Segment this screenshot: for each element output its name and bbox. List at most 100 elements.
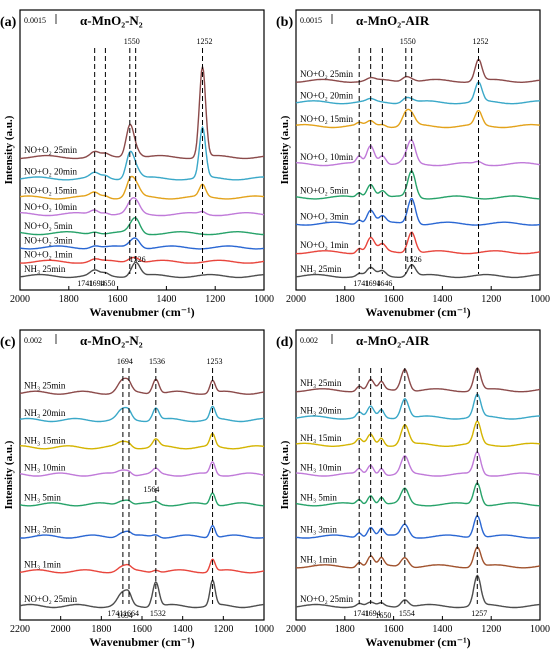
x-tick-label: 1600 <box>384 624 404 635</box>
series-label: NH₃ 3min <box>24 525 61 535</box>
panel-title: α-MnO₂-N₂ <box>80 333 143 348</box>
spectrum-line <box>19 492 265 507</box>
x-tick-label: 1800 <box>335 624 355 635</box>
spectrum-line <box>19 579 264 609</box>
spectrum-line <box>295 574 540 609</box>
spectrum-line <box>20 197 265 217</box>
series-label: NH₃ 5min <box>24 492 61 502</box>
series-label: NO+O₂ 15min <box>300 114 353 124</box>
scale-bar-label: 0.0015 <box>24 16 46 25</box>
x-tick-label: 1600 <box>132 624 152 635</box>
series-label: NO+O₂ 10min <box>24 202 77 212</box>
spectrum-line <box>296 546 541 569</box>
x-tick-label: 1600 <box>384 294 404 305</box>
x-tick-label: 1600 <box>108 294 128 305</box>
peak-annotation: 1564 <box>143 485 159 494</box>
peak-annotation: 1664 <box>123 609 139 618</box>
spectrum-line <box>19 405 264 423</box>
y-axis-label: Intensity (a.u.) <box>279 440 291 509</box>
series-label: NH₃ 15min <box>24 435 66 445</box>
spectrum-line <box>296 231 541 255</box>
series-label: NO+O₂ 20min <box>300 90 353 100</box>
panel-0: (a) α-MnO₂-N₂ 0.0015 2000 1800 1600 1400 1200 10… <box>0 9 274 319</box>
series-label: NH₃ 15min <box>300 433 342 443</box>
series-label: NH₃ 20min <box>24 408 66 418</box>
spectrum-line <box>19 558 265 574</box>
series-label: NH₃ 1min <box>24 559 61 569</box>
y-axis-label: Intensity (a.u.) <box>3 440 15 509</box>
spectrum-line <box>20 432 265 450</box>
plot-frame <box>19 9 265 291</box>
series-label: NO+O₂ 25min <box>24 594 77 604</box>
peak-annotation: 1694 <box>365 609 381 618</box>
peak-annotation: 1741 <box>353 279 369 288</box>
spectrum-line <box>296 138 541 167</box>
peak-annotation: 1650 <box>99 279 115 288</box>
x-tick-label: 2000 <box>286 624 306 635</box>
series-label: NO+O₂ 3min <box>300 212 349 222</box>
peak-annotation: 1252 <box>197 37 213 46</box>
spectrum-line <box>295 420 541 447</box>
panel-label: (c) <box>0 335 16 350</box>
peak-annotation: 1694 <box>117 357 133 366</box>
series-label: NO+O₂ 1min <box>24 250 73 260</box>
panel-1: (b) α-MnO₂-AIR 0.0015 2000 1800 1600 1400 1200 1… <box>276 9 550 319</box>
spectrum-line <box>20 66 265 160</box>
x-tick-label: 1200 <box>213 624 233 635</box>
spectrum-line <box>19 125 264 181</box>
x-tick-label: 2000 <box>10 294 30 305</box>
x-tick-label: 2000 <box>51 624 71 635</box>
peak-annotation: 1741 <box>77 279 93 288</box>
series-label: NH₃ 25min <box>300 264 342 274</box>
x-tick-label: 1200 <box>205 294 225 305</box>
spectrum-line <box>295 197 541 226</box>
peak-annotation: 1694 <box>89 279 105 288</box>
panel-title: α-MnO₂-N₂ <box>80 13 143 28</box>
spectrum-line <box>295 514 541 539</box>
x-axis-label: Wavenubmer (cm⁻¹) <box>365 635 470 649</box>
spectrum-line <box>296 451 541 477</box>
peak-annotation: 1694 <box>117 611 133 620</box>
x-axis-label: Wavenubmer (cm⁻¹) <box>89 305 194 319</box>
x-axis-label: Wavenubmer (cm⁻¹) <box>365 305 470 319</box>
series-label: NO+O₂ 25min <box>300 69 353 79</box>
x-tick-label: 2200 <box>10 624 30 635</box>
panel-2: (c) α-MnO₂-N₂ 0.002 2200 2000 1800 1600 1400 120… <box>0 329 274 649</box>
x-tick-label: 1400 <box>173 624 193 635</box>
spectrum-line <box>20 256 265 264</box>
scale-bar-label: 0.002 <box>24 336 42 345</box>
series-label: NO+O₂ 1min <box>300 240 349 250</box>
series-label: NH₃ 25min <box>300 378 342 388</box>
x-tick-label: 1200 <box>481 624 501 635</box>
x-tick-label: 1800 <box>335 294 355 305</box>
spectrum-line <box>19 261 265 279</box>
plot-frame <box>295 9 541 291</box>
peak-annotation: 1550 <box>400 37 416 46</box>
peak-annotation: 1253 <box>207 357 223 366</box>
spectrum-line <box>295 263 541 279</box>
x-tick-label: 1000 <box>254 294 274 305</box>
spectrum-line <box>19 377 265 395</box>
x-tick-label: 1800 <box>59 294 79 305</box>
series-label: NH₃ 25min <box>24 264 66 274</box>
x-tick-label: 1200 <box>481 294 501 305</box>
peak-annotation: 1646 <box>376 279 392 288</box>
series-label: NO+O₂ 25min <box>24 145 77 155</box>
series-label: NO+O₂ 25min <box>300 594 353 604</box>
panel-3: (d) α-MnO₂-AIR 0.002 2000 1800 1600 1400 1200 10… <box>276 329 550 649</box>
x-tick-label: 1000 <box>254 624 274 635</box>
peak-annotation: 1526 <box>406 255 422 264</box>
x-tick-label: 1800 <box>91 624 111 635</box>
y-axis-label: Intensity (a.u.) <box>279 115 291 184</box>
panel-label: (d) <box>276 335 293 350</box>
series-label: NO+O₂ 5min <box>300 185 349 195</box>
peak-annotation: 1257 <box>471 609 487 618</box>
spectrum-line <box>295 393 540 420</box>
x-tick-label: 1000 <box>530 624 550 635</box>
x-axis-label: Wavenubmer (cm⁻¹) <box>89 635 194 649</box>
panel-title: α-MnO₂-AIR <box>356 333 430 348</box>
series-label: NH₃ 1min <box>300 554 337 564</box>
panel-label: (a) <box>0 15 17 30</box>
spectrum-line <box>20 524 265 539</box>
